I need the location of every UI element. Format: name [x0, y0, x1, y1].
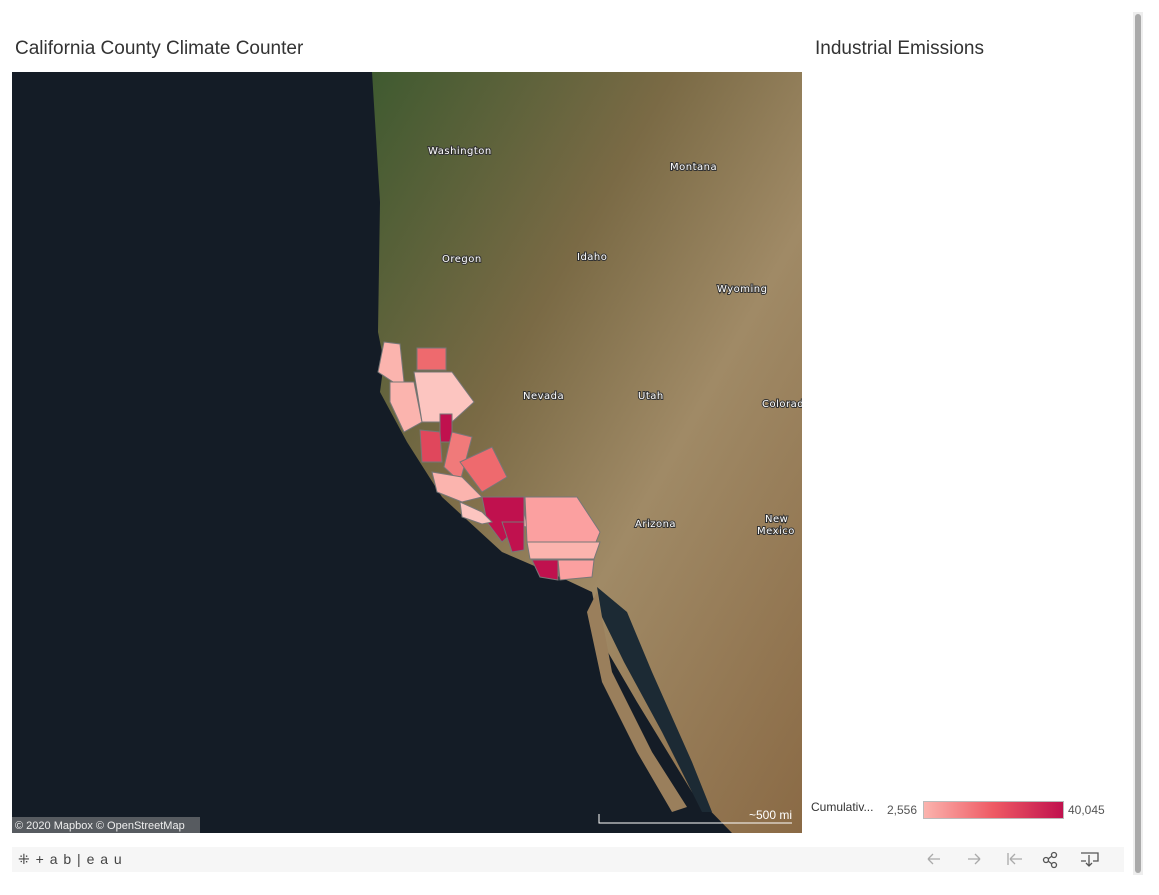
county: [419, 429, 443, 463]
county: [459, 446, 508, 493]
dashboard-title: California County Climate Counter: [15, 38, 304, 59]
baja: [587, 592, 687, 812]
undo[interactable]: [927, 853, 940, 865]
county: [459, 501, 494, 525]
county: [413, 371, 475, 423]
scrollbar[interactable]: [1133, 12, 1143, 875]
county: [524, 496, 601, 543]
map[interactable]: Washington Montana Oregon Idaho Wyoming Nevad…: [12, 72, 802, 833]
legend-ramp: [923, 801, 1064, 819]
share[interactable]: [1042, 851, 1058, 869]
map-label: Mexico: [757, 526, 795, 537]
map-label: Nevada: [523, 391, 564, 402]
county: [389, 381, 423, 433]
toolbar: ⁜ + a b | e a u: [12, 847, 1124, 872]
legend: Cumulativ... 2,556 40,045: [811, 800, 1105, 819]
brand[interactable]: ⁜ + a b | e a u: [18, 851, 123, 867]
county: [416, 347, 447, 371]
map-label: Arizona: [635, 519, 676, 530]
map-label: Colorad: [762, 399, 802, 410]
attribution-bg: [12, 817, 200, 833]
map-label: Washington: [428, 146, 492, 157]
scale-label: ~500 mi: [749, 808, 792, 822]
attribution: © 2020 Mapbox © OpenStreetMap: [15, 820, 185, 832]
map-label: Wyoming: [717, 284, 767, 295]
panel-title: Industrial Emissions: [815, 38, 984, 59]
legend-title: Cumulativ...: [811, 800, 874, 814]
legend-min: 2,556: [887, 803, 918, 817]
map-label: New: [765, 514, 788, 525]
land: [372, 72, 802, 833]
download[interactable]: [1081, 852, 1099, 867]
scale-bar: [598, 814, 792, 824]
county: [526, 541, 601, 560]
legend-max: 40,045: [1068, 803, 1105, 817]
county: [501, 521, 525, 553]
toolbar-icons: [927, 851, 1099, 869]
county: [557, 559, 595, 581]
gulf: [597, 587, 712, 812]
map-label: Utah: [638, 391, 664, 402]
revert[interactable]: [1007, 853, 1022, 865]
redo[interactable]: [968, 853, 981, 865]
map-label: Idaho: [577, 252, 607, 263]
county: [431, 471, 483, 503]
map-label: Oregon: [442, 254, 482, 265]
brand-text: + a b | e a u: [35, 851, 123, 867]
map-label: Montana: [670, 162, 717, 173]
counties: [377, 341, 601, 581]
county: [531, 559, 559, 581]
